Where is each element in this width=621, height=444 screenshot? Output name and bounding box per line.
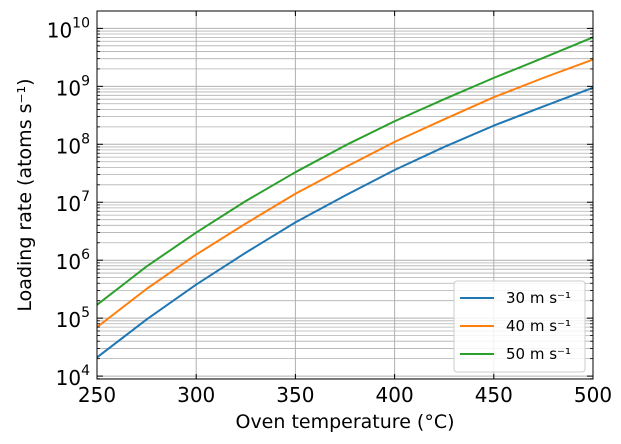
legend-label-1: 30 m s⁻¹ xyxy=(506,289,571,307)
x-axis-label: Oven temperature (°C) xyxy=(235,411,454,433)
y-tick-label: 108 xyxy=(56,131,90,158)
legend-label-2: 40 m s⁻¹ xyxy=(506,317,571,335)
x-tick-label: 300 xyxy=(177,383,215,407)
x-tick-label: 400 xyxy=(376,383,414,407)
y-tick-label: 106 xyxy=(56,247,90,274)
x-tick-label: 250 xyxy=(78,383,116,407)
y-tick-label: 105 xyxy=(56,305,90,332)
legend-box xyxy=(453,280,586,373)
y-tick-label: 109 xyxy=(56,73,90,100)
x-tick-label: 500 xyxy=(574,383,612,407)
legend-label-3: 50 m s⁻¹ xyxy=(506,345,571,363)
series-line-2 xyxy=(96,58,594,328)
x-tick-label: 350 xyxy=(276,383,314,407)
legend: 30 m s⁻¹ 40 m s⁻¹ 50 m s⁻¹ xyxy=(453,280,586,373)
y-tick-label: 104 xyxy=(56,363,90,390)
y-tick-label: 107 xyxy=(56,189,90,216)
plot-frame xyxy=(96,10,594,380)
series-line-3 xyxy=(96,36,594,306)
y-tick-label: 1010 xyxy=(47,15,90,42)
y-axis-label: Loading rate (atoms s⁻¹) xyxy=(14,78,36,311)
series-line-1 xyxy=(96,86,594,359)
x-tick-labels: 250 300 350 400 450 500 xyxy=(78,383,612,407)
series-lines xyxy=(96,36,594,359)
x-tick-label: 450 xyxy=(475,383,513,407)
y-tick-labels: 104 105 106 107 108 109 1010 xyxy=(47,15,90,390)
